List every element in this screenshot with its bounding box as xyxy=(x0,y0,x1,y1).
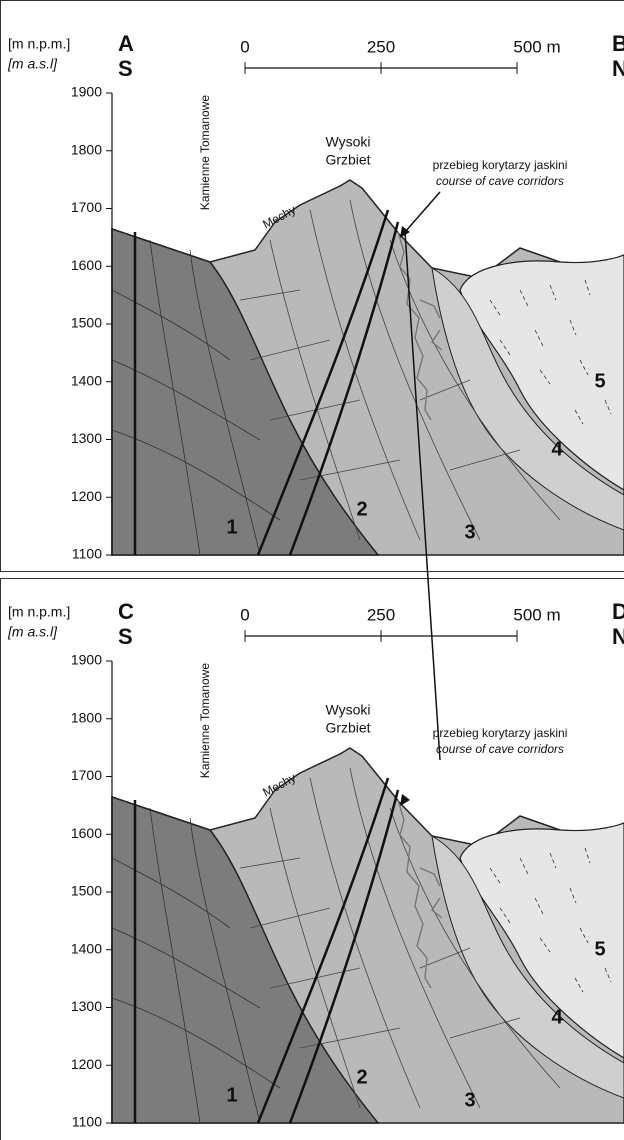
unit-number: 3 xyxy=(464,521,475,543)
y-tick-label: 1200 xyxy=(71,1056,102,1072)
peak-label: Wysoki xyxy=(326,702,371,718)
y-tick-label: 1700 xyxy=(71,199,102,215)
unit-number: 1 xyxy=(226,1084,237,1106)
direction: S xyxy=(118,624,133,649)
unit-number: 3 xyxy=(464,1089,475,1111)
peak-label: Grzbiet xyxy=(325,152,370,168)
cave-label: course of cave corridors xyxy=(436,742,564,756)
panel-frame xyxy=(0,0,624,572)
arrow-head xyxy=(400,794,410,806)
y-tick-label: 1700 xyxy=(71,767,102,783)
unit-number: 4 xyxy=(551,1006,563,1028)
cave-label: przebieg korytarzy jaskini xyxy=(433,726,568,740)
panel-frame xyxy=(0,578,624,1140)
y-tick-label: 1900 xyxy=(71,84,102,100)
unit-label: [m n.p.m.] xyxy=(8,604,70,620)
y-tick-label: 1500 xyxy=(71,883,102,899)
y-tick-label: 1400 xyxy=(71,372,102,388)
y-tick-label: 1600 xyxy=(71,825,102,841)
cave-label: przebieg korytarzy jaskini xyxy=(433,158,568,172)
unit-number: 4 xyxy=(551,438,563,460)
y-tick-label: 1800 xyxy=(71,709,102,725)
unit-number: 1 xyxy=(226,516,237,538)
peak-label: Wysoki xyxy=(326,134,371,150)
leader-arrow xyxy=(404,191,441,233)
y-tick-label: 1800 xyxy=(71,141,102,157)
y-tick-label: 1600 xyxy=(71,257,102,273)
place-label: Kamienne Tomanowe xyxy=(198,95,212,211)
peak-label: Grzbiet xyxy=(325,720,370,736)
y-tick-label: 1400 xyxy=(71,940,102,956)
scale-label: 250 xyxy=(367,605,395,624)
cross-section xyxy=(110,178,624,557)
scale-label: 500 m xyxy=(513,37,560,56)
leader-arrow xyxy=(404,231,441,761)
y-tick-label: 1200 xyxy=(71,488,102,504)
section-end: D xyxy=(612,599,624,624)
y-tick-label: 1500 xyxy=(71,315,102,331)
direction: S xyxy=(118,56,133,81)
section-end: A xyxy=(118,31,134,56)
section-end: C xyxy=(118,599,134,624)
direction: N xyxy=(612,56,624,81)
unit-number: 2 xyxy=(356,498,367,520)
section-end: B xyxy=(612,31,624,56)
place-label: Kamienne Tomanowe xyxy=(198,663,212,779)
cave-label: course of cave corridors xyxy=(436,174,564,188)
unit-label: [m a.s.l] xyxy=(7,56,58,72)
y-tick-label: 1100 xyxy=(72,1114,102,1130)
scale-label: 500 m xyxy=(513,605,560,624)
unit-number: 2 xyxy=(356,1066,367,1088)
cross-section xyxy=(110,746,624,1125)
unit-label: [m a.s.l] xyxy=(7,624,58,640)
y-tick-label: 1300 xyxy=(71,430,102,446)
scale-label: 0 xyxy=(240,605,249,624)
y-tick-label: 1300 xyxy=(71,998,102,1014)
unit-number: 5 xyxy=(594,938,605,960)
unit-number: 5 xyxy=(594,370,605,392)
unit-label: [m n.p.m.] xyxy=(8,36,70,52)
direction: N xyxy=(612,624,624,649)
y-tick-label: 1100 xyxy=(72,546,102,562)
scale-label: 250 xyxy=(367,37,395,56)
scale-label: 0 xyxy=(240,37,249,56)
y-tick-label: 1900 xyxy=(71,652,102,668)
